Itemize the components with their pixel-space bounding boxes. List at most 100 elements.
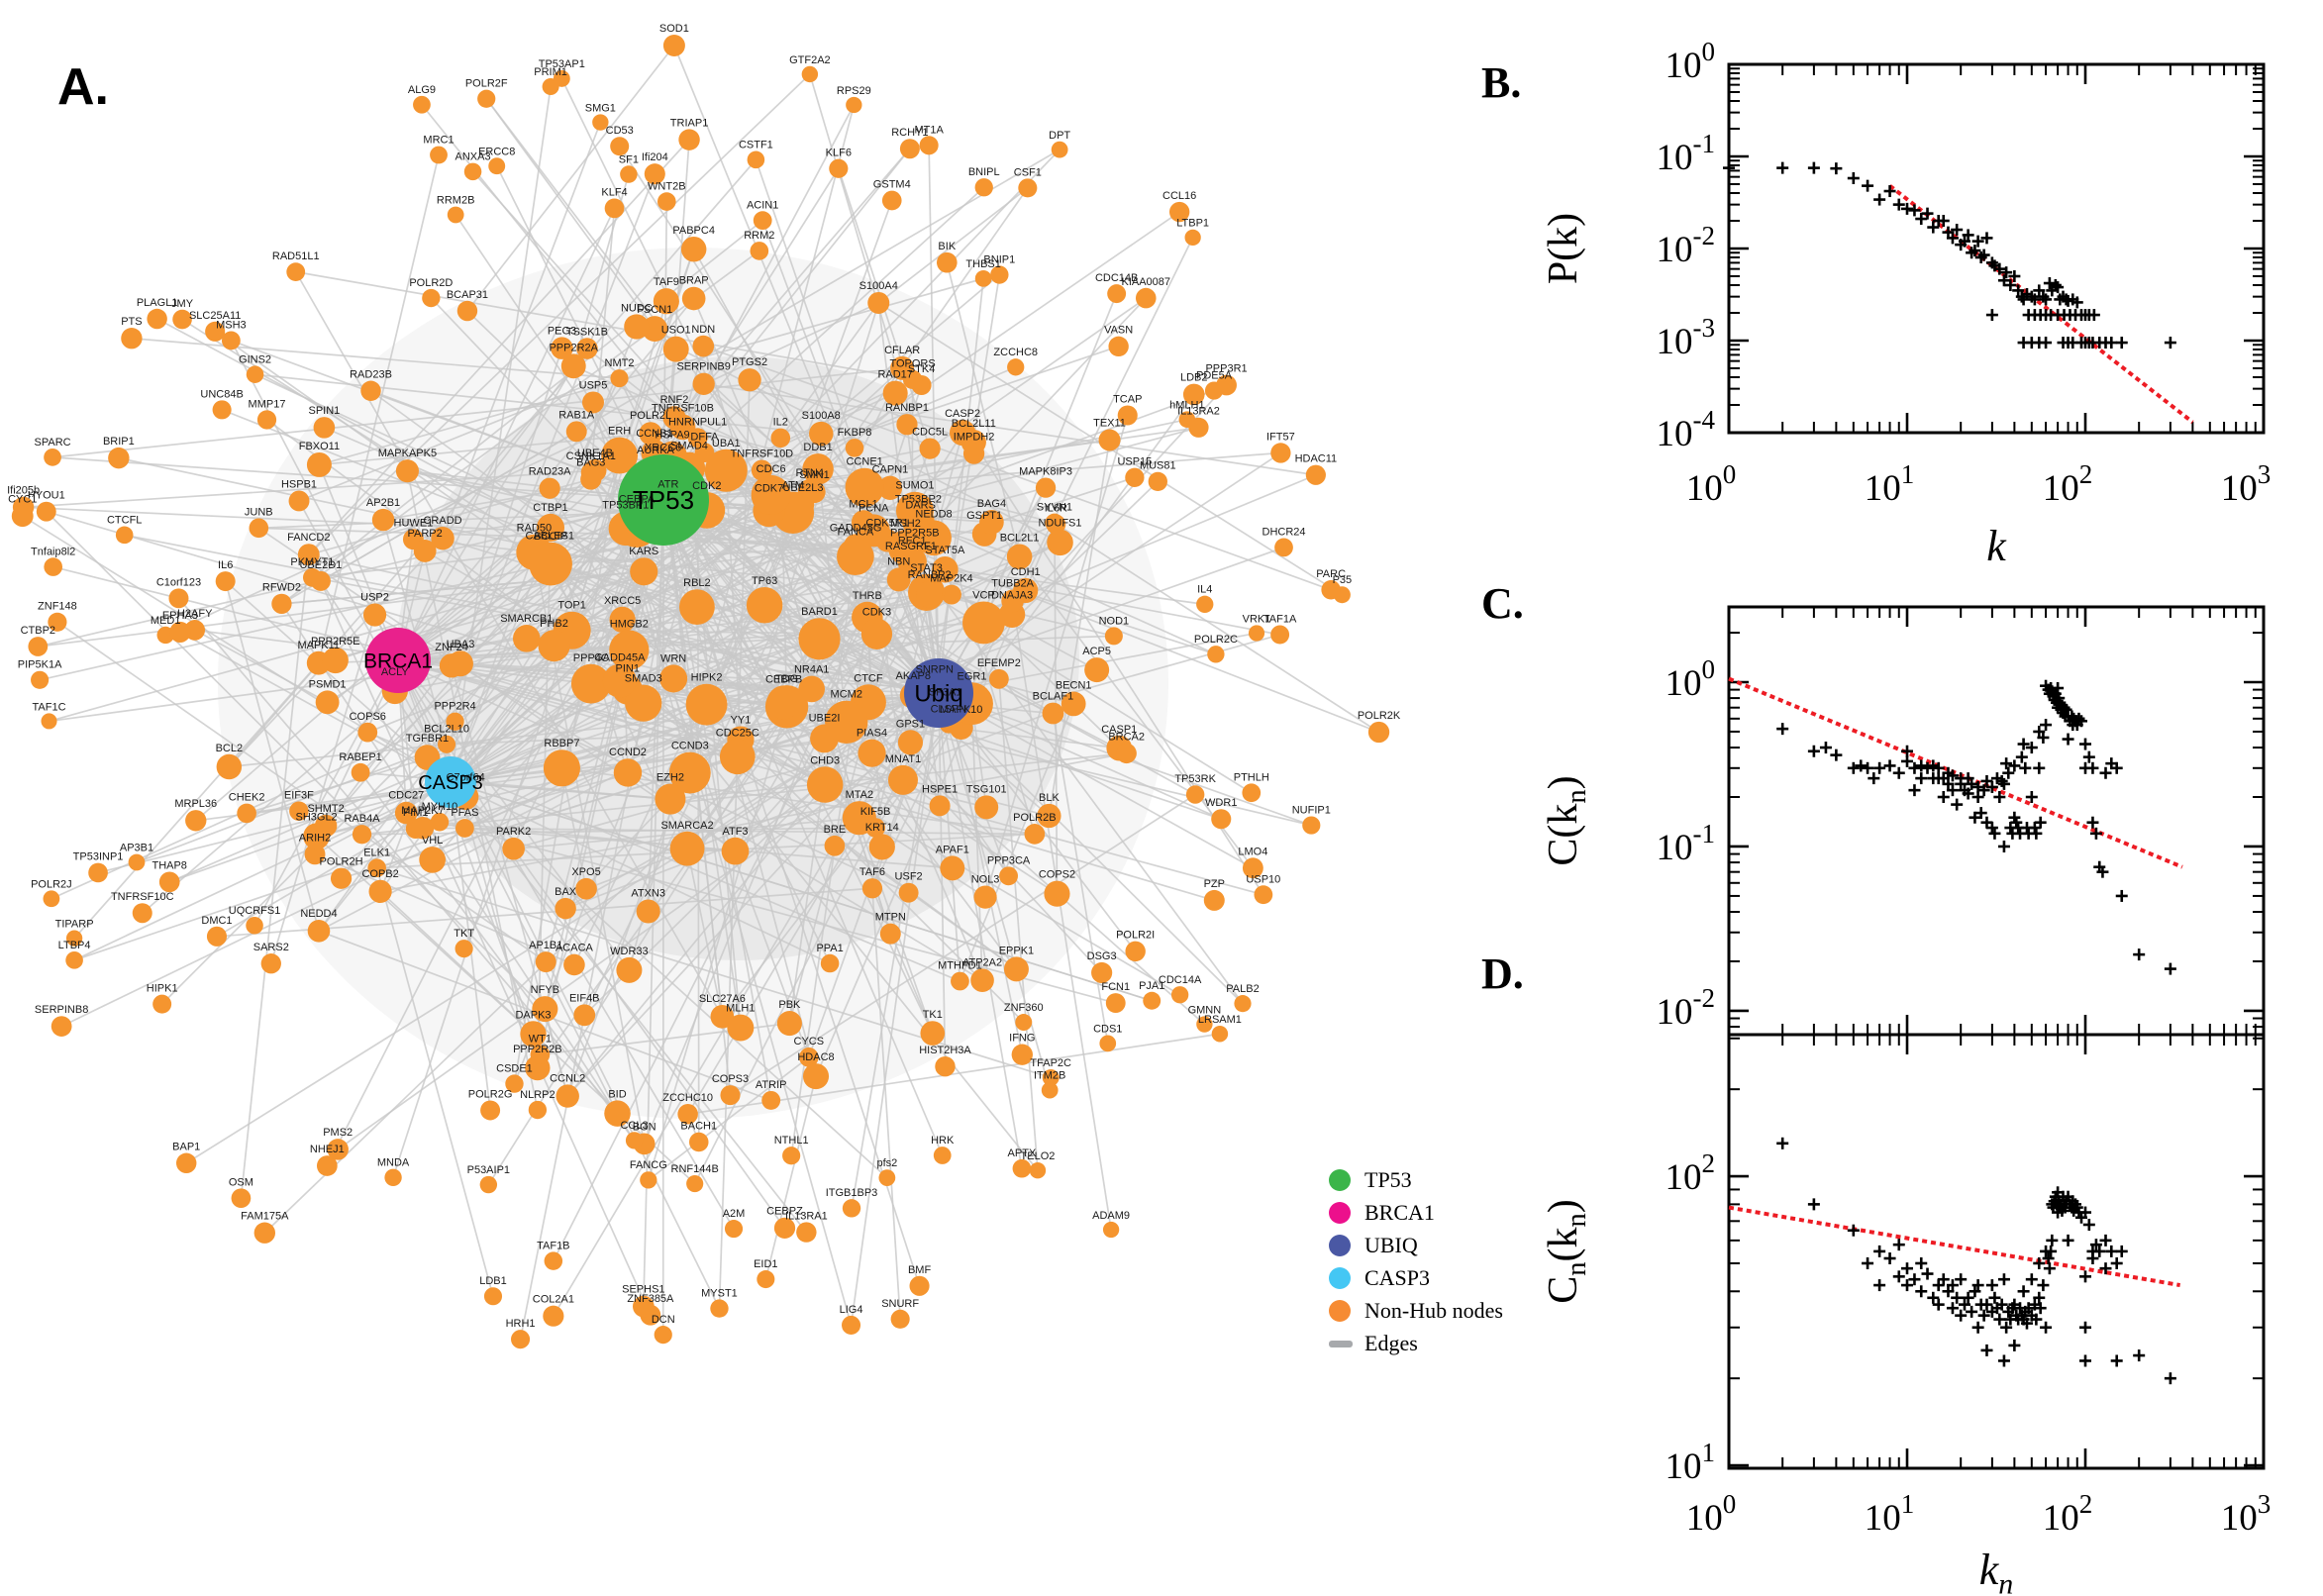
network-node[interactable] [536, 513, 565, 543]
network-node[interactable] [881, 190, 902, 211]
network-node[interactable] [613, 758, 643, 787]
network-node[interactable] [147, 308, 167, 330]
network-node[interactable] [1098, 429, 1121, 451]
network-node[interactable] [940, 855, 965, 881]
network-node[interactable] [861, 878, 883, 899]
network-node[interactable] [1203, 889, 1225, 911]
network-node[interactable] [128, 853, 146, 871]
network-node[interactable] [446, 712, 464, 731]
network-node[interactable] [654, 1326, 672, 1345]
network-node[interactable] [1143, 991, 1162, 1010]
network-node[interactable] [920, 1021, 946, 1046]
network-node[interactable] [669, 831, 705, 866]
network-node[interactable] [890, 1309, 910, 1329]
network-node[interactable] [798, 1047, 819, 1067]
network-node[interactable] [221, 331, 241, 350]
network-node[interactable] [942, 584, 961, 605]
network-node[interactable] [829, 158, 849, 178]
network-node[interactable] [108, 447, 130, 469]
network-node[interactable] [642, 316, 668, 342]
network-node[interactable] [962, 601, 1005, 645]
network-node[interactable] [1185, 785, 1205, 804]
network-node[interactable] [933, 1147, 952, 1164]
network-node[interactable] [360, 380, 381, 401]
network-node[interactable] [256, 410, 277, 430]
network-node[interactable] [686, 1174, 704, 1193]
network-node[interactable] [447, 650, 473, 677]
network-node[interactable] [809, 421, 834, 447]
network-node[interactable] [480, 1100, 501, 1121]
network-node[interactable] [246, 365, 264, 383]
network-node[interactable] [36, 501, 56, 522]
network-node[interactable] [877, 475, 903, 500]
network-node[interactable] [746, 587, 783, 624]
network-node[interactable] [505, 1074, 524, 1093]
network-node[interactable] [1051, 141, 1068, 158]
network-node[interactable] [1196, 595, 1214, 614]
network-node[interactable] [307, 920, 331, 943]
network-node[interactable] [1270, 625, 1290, 645]
network-node[interactable] [551, 337, 573, 359]
network-node[interactable] [253, 1222, 276, 1244]
network-node[interactable] [543, 749, 580, 787]
network-node[interactable] [662, 406, 686, 430]
network-node[interactable] [656, 192, 676, 211]
network-node[interactable] [720, 1085, 741, 1106]
network-node[interactable] [802, 453, 834, 485]
network-node[interactable] [970, 968, 994, 992]
network-node[interactable] [570, 663, 611, 704]
network-node[interactable] [455, 819, 474, 838]
network-node[interactable] [601, 437, 639, 474]
network-node[interactable] [932, 556, 959, 583]
network-node[interactable] [560, 353, 586, 379]
network-node[interactable] [1042, 702, 1064, 725]
network-node[interactable] [858, 739, 886, 767]
network-node[interactable] [437, 735, 456, 753]
network-node[interactable] [1104, 627, 1123, 646]
network-node[interactable] [582, 391, 604, 414]
network-node[interactable] [1248, 625, 1265, 642]
network-node[interactable] [115, 526, 134, 545]
network-node[interactable] [1024, 824, 1046, 845]
network-node[interactable] [620, 165, 638, 183]
network-node[interactable] [1007, 358, 1025, 376]
network-node[interactable] [704, 449, 748, 492]
network-node[interactable] [384, 1168, 402, 1186]
network-node[interactable] [43, 890, 60, 908]
network-node[interactable] [431, 526, 454, 550]
network-node[interactable] [231, 1188, 252, 1209]
network-node[interactable] [1099, 1035, 1117, 1052]
network-node[interactable] [842, 801, 876, 836]
network-node[interactable] [655, 783, 686, 815]
network-node[interactable] [653, 288, 679, 315]
network-node[interactable] [488, 157, 506, 175]
network-node[interactable] [776, 1011, 802, 1037]
network-node[interactable] [456, 300, 478, 322]
network-node[interactable] [330, 867, 353, 889]
network-node[interactable] [610, 137, 630, 156]
network-node[interactable] [413, 95, 431, 114]
network-node[interactable] [394, 801, 418, 825]
network-node[interactable] [899, 139, 920, 159]
network-node[interactable] [896, 414, 918, 436]
network-node[interactable] [1135, 287, 1157, 309]
network-node[interactable] [41, 713, 57, 730]
network-node[interactable] [688, 1132, 709, 1152]
network-node[interactable] [632, 1295, 655, 1318]
network-node[interactable] [988, 668, 1009, 689]
network-node[interactable] [371, 508, 395, 532]
network-node[interactable] [802, 1063, 830, 1090]
network-node[interactable] [1042, 1068, 1060, 1086]
network-node[interactable] [867, 291, 890, 314]
network-node[interactable] [616, 956, 643, 983]
network-node[interactable] [974, 795, 999, 820]
network-node[interactable] [303, 823, 330, 850]
network-node[interactable] [677, 1103, 698, 1125]
network-node[interactable] [316, 1155, 338, 1176]
network-node[interactable] [842, 1199, 861, 1218]
network-node[interactable] [1270, 443, 1291, 463]
network-node[interactable] [31, 670, 50, 689]
network-node[interactable] [1117, 405, 1138, 426]
network-node[interactable] [1102, 1221, 1120, 1239]
network-node[interactable] [1012, 1158, 1032, 1178]
